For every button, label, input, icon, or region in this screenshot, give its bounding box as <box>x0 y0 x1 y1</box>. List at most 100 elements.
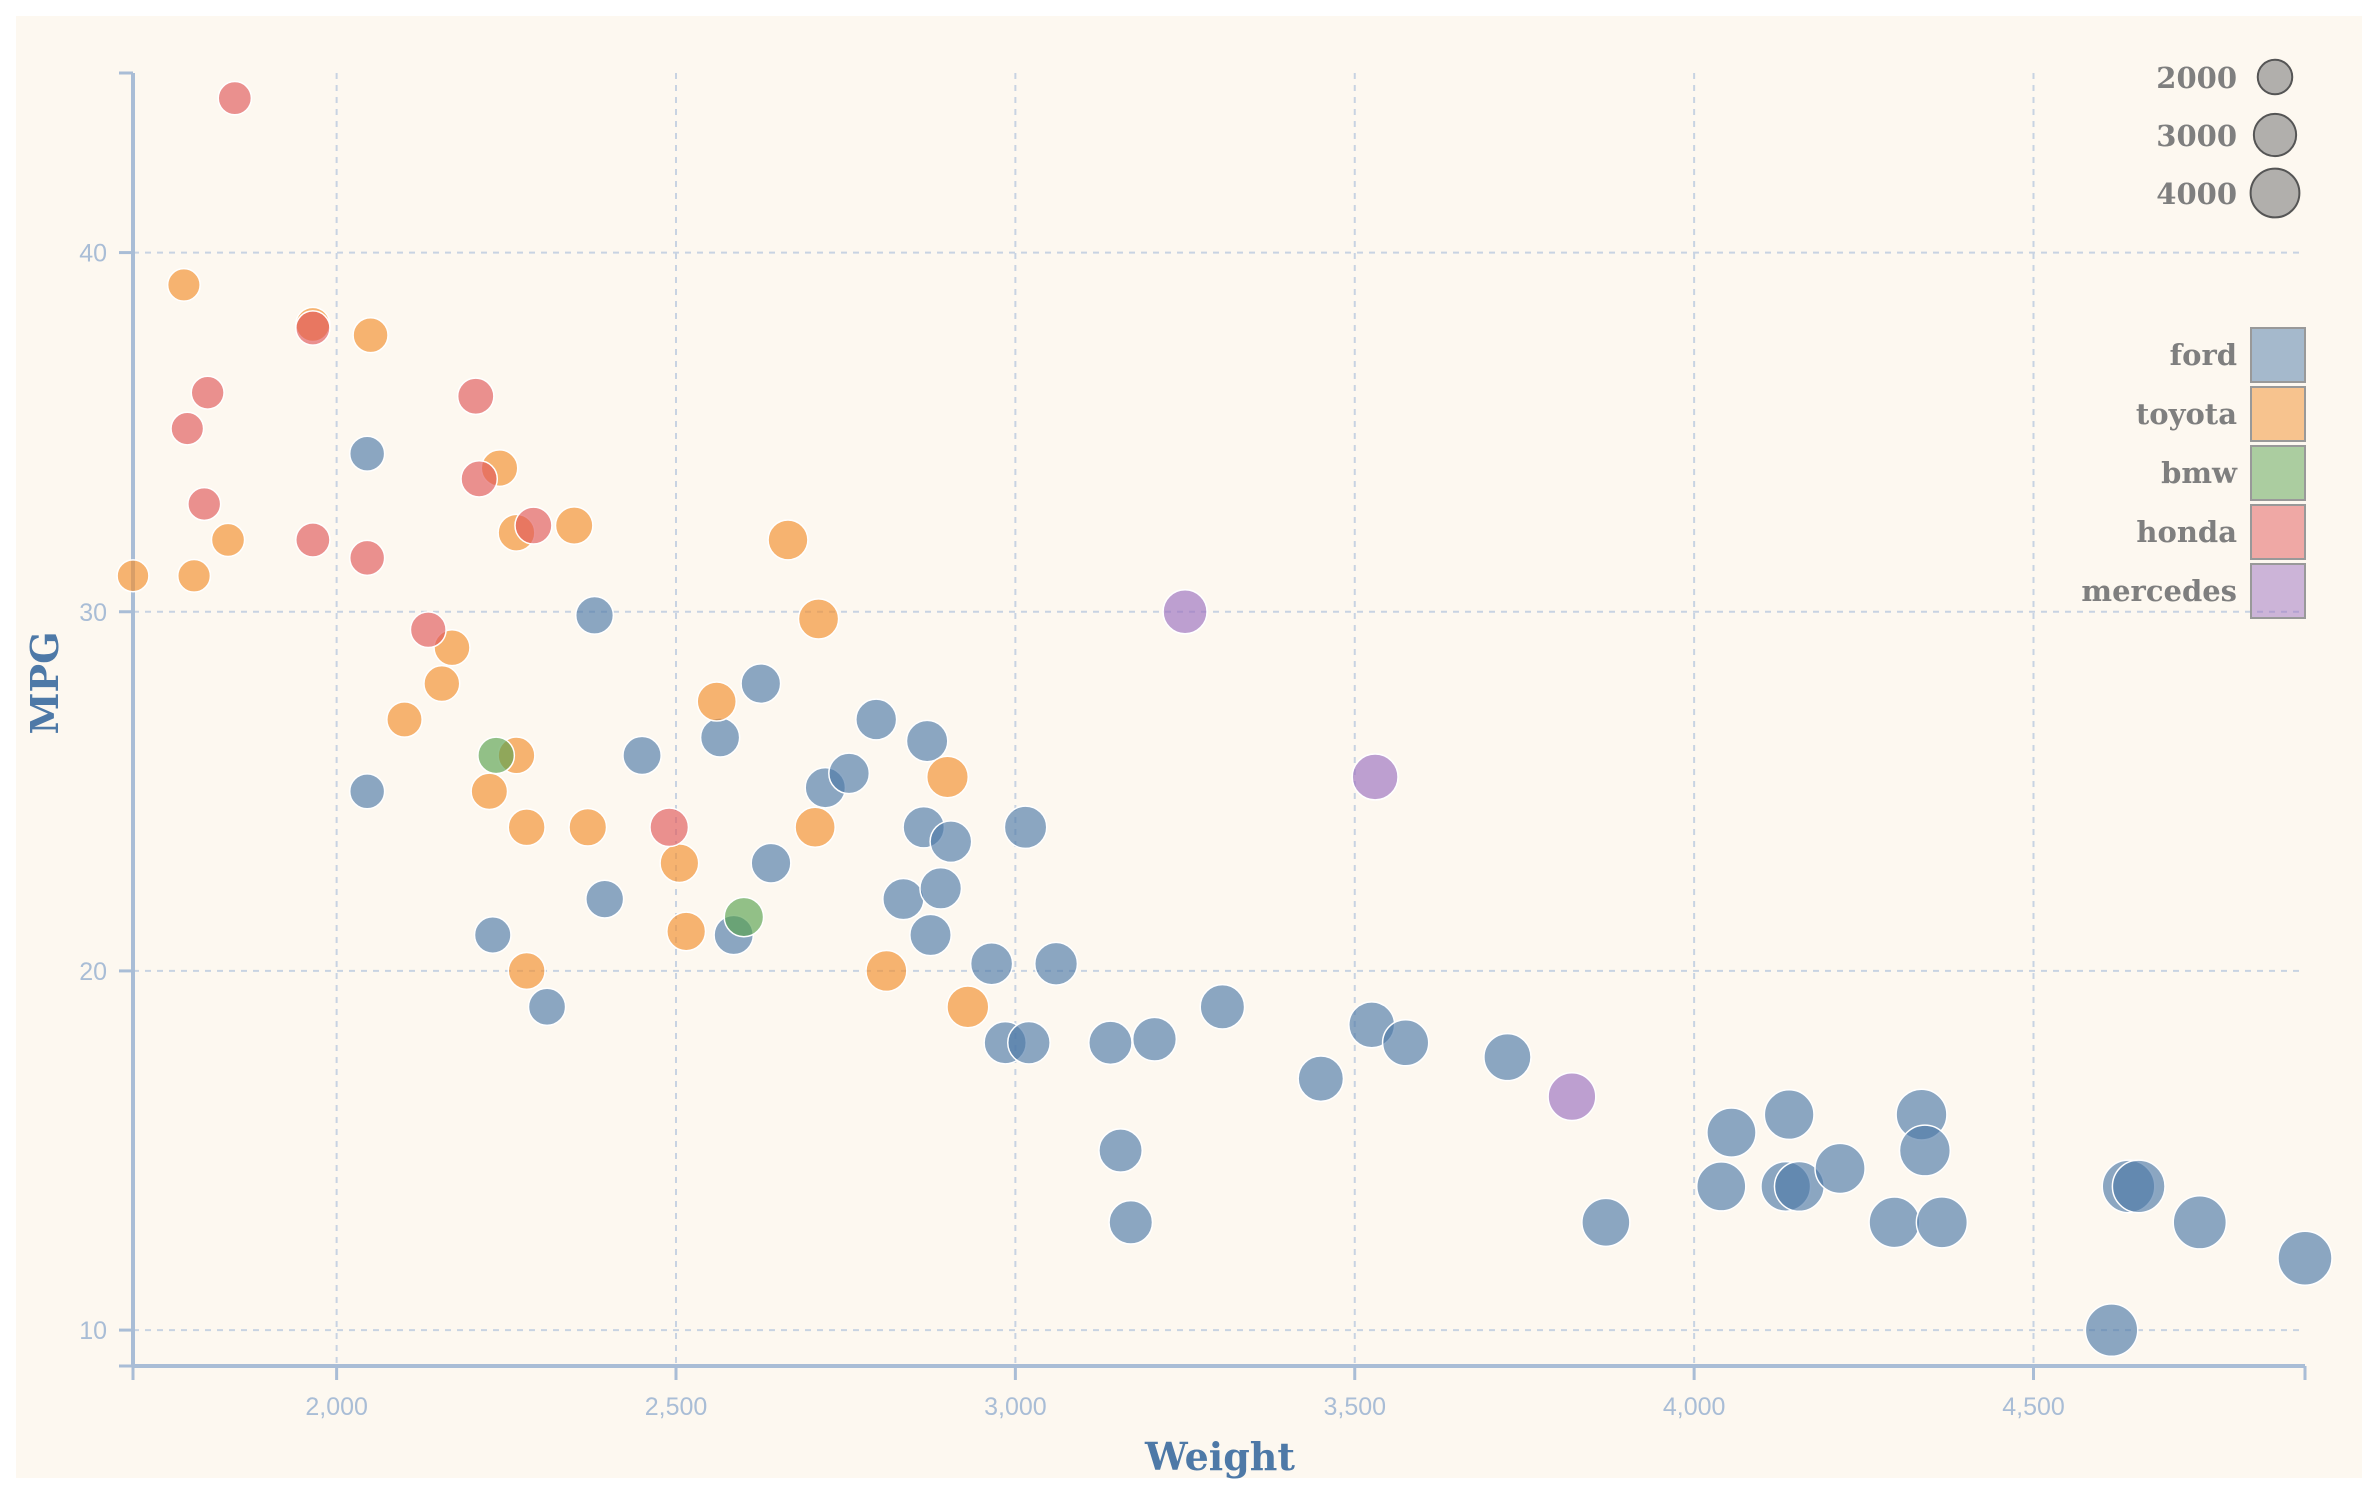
data-point-toyota <box>767 519 809 561</box>
data-point-mercedes <box>1162 589 1208 635</box>
data-point-ford <box>1098 1128 1143 1173</box>
data-point-ford <box>1007 1020 1051 1065</box>
data-point-bmw <box>477 736 516 775</box>
data-point-ford <box>1131 1016 1178 1062</box>
axes: 2,000 2,500 3,000 3,500 4,000 4,500 10 20 30 40 <box>79 71 2307 1421</box>
data-point-ford <box>905 719 949 763</box>
data-point-ford <box>2111 1159 2166 1214</box>
x-tick-label: 4,500 <box>2002 1393 2065 1421</box>
data-point-ford <box>1898 1124 1952 1177</box>
data-point-toyota <box>666 911 707 952</box>
data-point-ford <box>699 717 741 758</box>
data-point-honda <box>217 80 253 116</box>
color-legend-label: toyota <box>2136 397 2237 431</box>
data-point-ford <box>473 916 512 954</box>
data-point-ford <box>1108 1199 1154 1245</box>
size-legend-marker <box>2252 112 2298 158</box>
data-point-toyota <box>507 808 546 847</box>
data-point-ford <box>1915 1196 1969 1249</box>
size-legend-label: 2000 <box>2156 61 2237 95</box>
data-point-ford <box>1003 805 1048 850</box>
data-point-ford <box>919 866 963 910</box>
data-point-toyota <box>797 598 840 640</box>
data-point-mercedes <box>1351 753 1399 801</box>
data-point-honda <box>348 539 386 577</box>
data-points <box>116 80 2333 1358</box>
data-point-ford <box>1199 983 1246 1030</box>
data-point-ford <box>929 820 973 864</box>
data-point-honda <box>456 377 495 416</box>
data-point-ford <box>1297 1055 1345 1103</box>
x-tick-label: 2,000 <box>305 1393 368 1421</box>
color-legend-swatch-mercedes <box>2250 563 2306 619</box>
x-tick-label: 3,000 <box>984 1393 1047 1421</box>
data-point-toyota <box>925 755 970 799</box>
y-axis-title: MPG <box>22 631 67 734</box>
data-point-honda <box>295 310 331 346</box>
x-tick-label: 3,500 <box>1323 1393 1386 1421</box>
data-point-honda <box>187 486 222 522</box>
data-point-ford <box>2172 1195 2228 1250</box>
data-point-honda <box>190 375 225 410</box>
data-point-ford <box>585 879 625 919</box>
chart-background <box>16 16 2362 1478</box>
data-point-honda <box>514 506 553 545</box>
color-legend-swatch-ford <box>2250 327 2306 383</box>
data-point-ford <box>969 941 1014 986</box>
data-point-toyota <box>423 664 461 703</box>
data-point-toyota <box>507 951 546 991</box>
y-tick-label: 10 <box>79 1317 107 1345</box>
data-point-toyota <box>352 316 389 354</box>
y-tick-label: 20 <box>79 958 107 986</box>
data-point-ford <box>740 663 782 705</box>
color-legend-label: honda <box>2136 515 2237 549</box>
data-point-honda <box>409 611 447 649</box>
x-axis-title: Weight <box>1144 1434 1295 1479</box>
data-point-ford <box>909 913 952 957</box>
data-point-ford <box>882 877 925 921</box>
data-point-honda <box>649 807 690 848</box>
color-legend-swatch-honda <box>2250 504 2306 560</box>
gridlines <box>133 73 2305 1366</box>
data-point-ford <box>1088 1020 1133 1066</box>
data-point-ford <box>2277 1230 2333 1286</box>
data-point-toyota <box>554 506 594 545</box>
color-legend-label: mercedes <box>2081 574 2237 608</box>
data-point-ford <box>1814 1142 1866 1195</box>
color-legend-swatch-toyota <box>2250 386 2306 442</box>
data-point-toyota <box>865 949 908 993</box>
data-point-toyota <box>946 985 990 1029</box>
data-point-ford <box>1034 941 1079 986</box>
data-point-honda <box>170 411 205 446</box>
color-legend: ford toyota bmw honda mercedes <box>2081 327 2306 619</box>
size-legend-marker <box>2256 58 2294 96</box>
data-point-ford <box>1706 1107 1757 1158</box>
size-legend-marker <box>2249 167 2301 219</box>
data-point-ford <box>574 595 615 635</box>
data-point-toyota <box>568 807 608 847</box>
size-legend-label: 4000 <box>2156 177 2237 211</box>
size-legend: 2000 3000 4000 <box>2156 58 2301 219</box>
y-tick-label: 40 <box>79 240 107 268</box>
data-point-toyota <box>659 843 700 884</box>
data-point-ford <box>1581 1197 1631 1248</box>
data-point-ford <box>1763 1089 1815 1141</box>
data-point-honda <box>295 522 331 558</box>
color-legend-swatch-bmw <box>2250 445 2306 501</box>
data-point-toyota <box>210 522 246 558</box>
data-point-mercedes <box>1547 1072 1597 1122</box>
data-point-toyota <box>794 806 836 849</box>
size-legend-label: 3000 <box>2156 119 2237 153</box>
x-tick-label: 2,500 <box>645 1393 708 1421</box>
data-point-toyota <box>177 558 212 593</box>
data-point-ford <box>2084 1303 2139 1358</box>
data-point-toyota <box>166 267 201 302</box>
x-tick-label: 4,000 <box>1663 1393 1726 1421</box>
data-point-ford <box>1381 1018 1430 1067</box>
y-tick-label: 30 <box>79 599 107 627</box>
data-point-honda <box>460 459 499 498</box>
data-point-ford <box>1868 1196 1921 1249</box>
data-point-ford <box>622 735 662 776</box>
